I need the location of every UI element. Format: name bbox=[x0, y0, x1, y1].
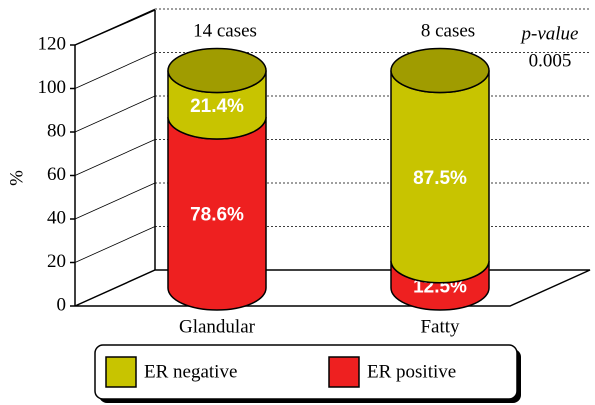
y-axis-label: % bbox=[6, 170, 27, 186]
legend-label: ER negative bbox=[144, 361, 237, 382]
x-tick-label: Fatty bbox=[420, 316, 460, 337]
annotation: 14 cases bbox=[193, 20, 257, 41]
cylinder-cap bbox=[167, 47, 267, 94]
legend-label: ER positive bbox=[367, 361, 456, 382]
legend-swatch bbox=[105, 356, 137, 388]
grid-line bbox=[74, 139, 156, 176]
annotation: p-value bbox=[520, 23, 579, 44]
grid-line bbox=[74, 182, 156, 220]
annotation: 0.005 bbox=[529, 50, 572, 71]
value-label: 21.4% bbox=[190, 96, 244, 117]
y-tick-label: 100 bbox=[38, 77, 67, 98]
y-tick-label: 0 bbox=[57, 294, 67, 315]
legend-swatch bbox=[328, 356, 360, 388]
value-label: 87.5% bbox=[413, 168, 467, 189]
x-tick-label: Glandular bbox=[179, 316, 256, 337]
annotation: 8 cases bbox=[421, 20, 475, 41]
value-label: 78.6% bbox=[190, 205, 244, 226]
y-tick-label: 60 bbox=[47, 164, 66, 185]
grid-line bbox=[74, 269, 156, 307]
grid-line bbox=[74, 8, 156, 46]
y-tick-label: 40 bbox=[47, 207, 66, 228]
floor bbox=[74, 269, 591, 307]
cylinder-cap bbox=[390, 47, 490, 94]
grid-line bbox=[74, 95, 156, 133]
legend bbox=[94, 344, 518, 400]
grid-line bbox=[74, 226, 156, 263]
y-tick-label: 120 bbox=[38, 33, 67, 54]
grid-line bbox=[74, 52, 156, 89]
y-tick-label: 20 bbox=[47, 251, 66, 272]
y-tick-label: 80 bbox=[47, 120, 66, 141]
